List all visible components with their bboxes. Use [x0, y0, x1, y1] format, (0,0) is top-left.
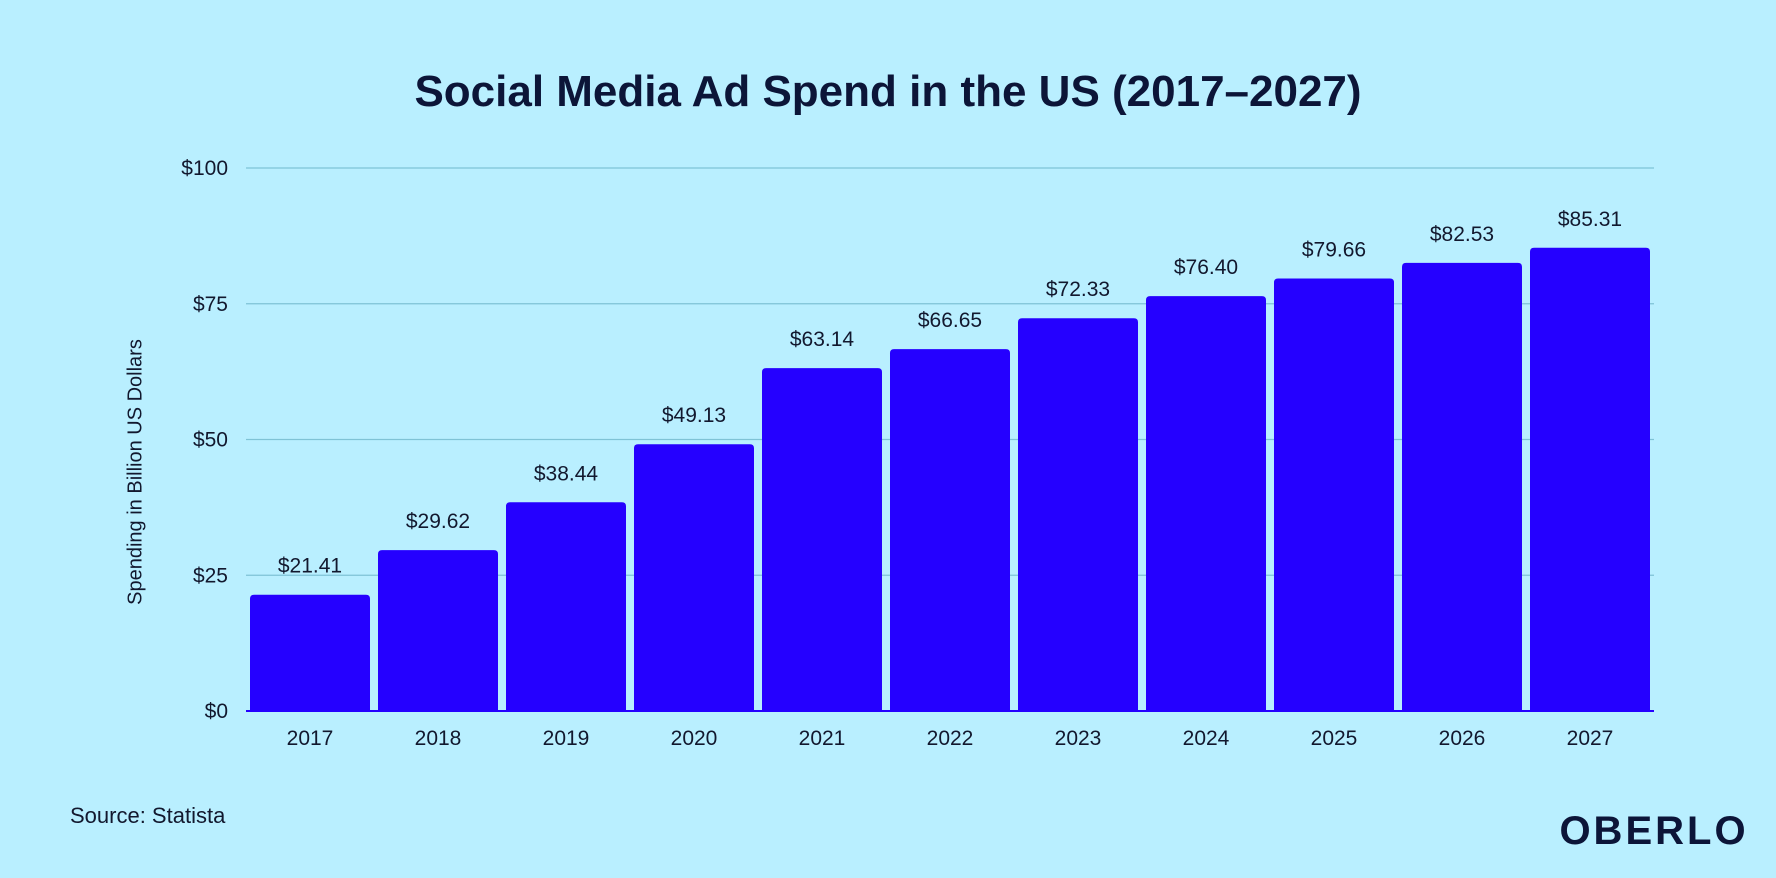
chart-title: Social Media Ad Spend in the US (2017–20…: [414, 67, 1362, 116]
data-label: $85.31: [1558, 208, 1622, 231]
data-label: $72.33: [1046, 278, 1110, 301]
x-tick-label: 2018: [415, 727, 462, 750]
oberlo-logo: OBERLO: [1559, 809, 1748, 853]
x-tick-label: 2017: [287, 727, 334, 750]
data-label: $66.65: [918, 309, 982, 332]
data-label: $79.66: [1302, 238, 1366, 261]
y-tick-label: $0: [205, 700, 228, 723]
bar: [762, 368, 882, 711]
y-tick-label: $25: [193, 564, 228, 587]
data-label: $38.44: [534, 462, 599, 485]
bar: [250, 594, 370, 711]
x-tick-label: 2027: [1567, 727, 1614, 750]
data-label: $21.41: [278, 555, 342, 578]
bar: [1146, 296, 1266, 711]
bar: [1018, 318, 1138, 711]
data-label: $63.14: [790, 328, 855, 351]
data-label: $76.40: [1174, 256, 1238, 279]
data-label: $49.13: [662, 404, 726, 427]
x-tick-label: 2020: [671, 727, 718, 750]
x-tick-label: 2022: [927, 727, 974, 750]
source-note: Source: Statista: [70, 803, 226, 828]
y-tick-label: $100: [181, 157, 228, 180]
data-label: $29.62: [406, 510, 470, 533]
x-tick-label: 2024: [1183, 727, 1230, 750]
x-tick-label: 2026: [1439, 727, 1486, 750]
bar: [634, 444, 754, 711]
bar: [1274, 278, 1394, 711]
x-tick-label: 2019: [543, 727, 590, 750]
bar: [1530, 247, 1650, 711]
bar: [506, 502, 626, 711]
y-tick-label: $50: [193, 429, 228, 452]
x-tick-label: 2025: [1311, 727, 1358, 750]
bar: [1402, 262, 1522, 711]
bar: [378, 550, 498, 711]
x-tick-label: 2023: [1055, 727, 1102, 750]
x-tick-label: 2021: [799, 727, 846, 750]
svg-text:OBERLO: OBERLO: [1559, 809, 1748, 853]
data-label: $82.53: [1430, 223, 1494, 246]
bar: [890, 349, 1010, 711]
y-tick-label: $75: [193, 293, 228, 316]
